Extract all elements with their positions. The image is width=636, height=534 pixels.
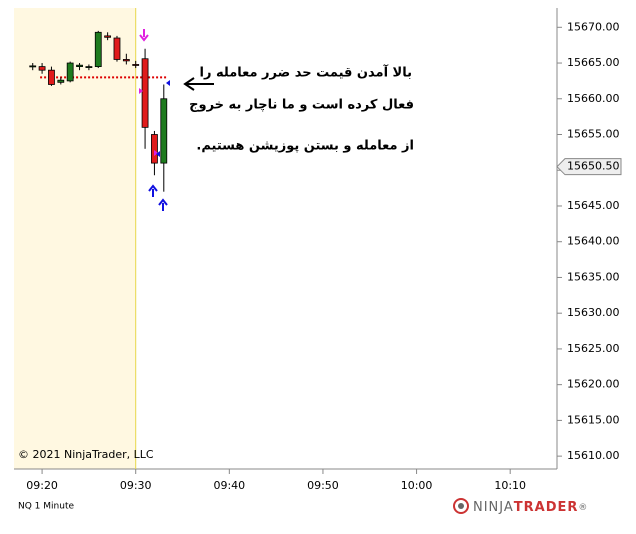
y-tick-label: 15660.00	[567, 92, 620, 105]
candle-body	[94, 31, 102, 68]
annotation: بالا آمدن قیمت حد ضرر معامله را	[200, 64, 412, 81]
y-tick-label: 15610.00	[567, 449, 620, 462]
annotation: فعال کرده است و ما ناچار به خروج	[189, 98, 414, 113]
y-tick-label: 15645.00	[567, 199, 620, 212]
candle-body	[132, 64, 140, 66]
candle-body	[48, 69, 55, 85]
y-tick-label: 15625.00	[567, 342, 620, 355]
candle-body	[104, 35, 112, 38]
y-tick-label: 15615.00	[567, 413, 620, 426]
instrument-label: NQ 1 Minute	[18, 502, 74, 512]
x-tick-label: 09:20	[26, 479, 58, 492]
y-tick-label: 15630.00	[567, 306, 620, 319]
x-tick-label: 09:40	[213, 479, 245, 492]
candle-body	[57, 79, 65, 83]
logo-text: ®	[578, 503, 588, 513]
candle-body	[160, 98, 168, 164]
candle-body	[122, 59, 130, 62]
annotation-arrow	[183, 77, 214, 91]
logo: NINJATRADER®	[453, 498, 588, 515]
svg-text:NINJATRADER®: NINJATRADER®	[473, 500, 588, 515]
copyright: © 2021 NinjaTrader, LLC	[18, 448, 154, 461]
x-tick-label: 09:50	[307, 479, 339, 492]
candle-body	[85, 66, 93, 69]
pre-session-shade	[14, 8, 136, 469]
x-tick-label: 09:30	[120, 479, 152, 492]
signal-arrows	[139, 29, 170, 211]
price-marker-label: 15650.50	[567, 160, 620, 173]
y-tick-label: 15620.00	[567, 378, 620, 391]
candle-body	[151, 134, 158, 164]
logo-text: TRADER	[514, 500, 579, 515]
x-tick-label: 10:00	[401, 479, 433, 492]
y-tick-label: 15640.00	[567, 235, 620, 248]
price-marker	[556, 158, 622, 176]
y-tick-label: 15635.00	[567, 270, 620, 283]
candle-body	[76, 64, 83, 68]
candle-body	[141, 58, 149, 128]
candle-body	[29, 65, 37, 68]
logo-text: NINJA	[473, 500, 514, 515]
marks: 15610.00 15615.00 15620.00 15625.00 15630.00…	[26, 8, 622, 492]
x-tick-label: 10:10	[494, 479, 526, 492]
y-tick-label: 15665.00	[567, 56, 620, 69]
y-tick-label: 15670.00	[567, 20, 620, 33]
y-tick-label: 15655.00	[567, 128, 620, 141]
candle-body	[113, 37, 121, 60]
annotation: از معامله و بستن پوزیشن هستیم.	[196, 139, 414, 154]
candle-body	[66, 62, 74, 82]
candle-body	[38, 66, 46, 71]
